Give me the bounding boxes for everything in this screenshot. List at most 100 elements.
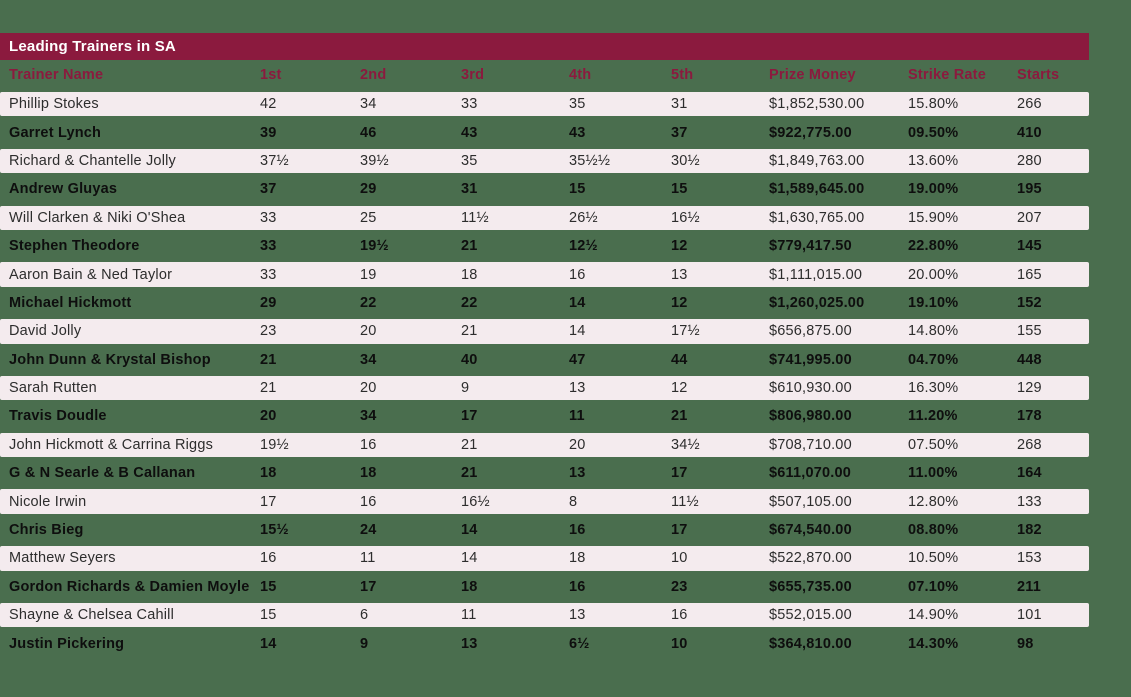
cell-third: 17 [461,408,478,425]
cell-prize-money: $656,875.00 [769,323,852,340]
cell-trainer-name: John Hickmott & Carrina Riggs [9,436,214,453]
cell-second: 16 [360,493,377,510]
cell-trainer-name: Richard & Chantelle Jolly [9,152,176,169]
cell-starts: 268 [1017,436,1042,453]
cell-fifth: 23 [671,578,688,595]
cell-third: 13 [461,635,478,652]
cell-fourth: 13 [569,607,586,624]
cell-fourth: 47 [569,351,586,368]
cell-trainer-name: David Jolly [9,323,82,340]
cell-strike-rate: 08.80% [908,522,959,539]
cell-second: 6 [360,607,369,624]
leading-trainers-table: Leading Trainers in SA Trainer Name 1st 2n… [0,33,1089,658]
cell-third: 18 [461,578,478,595]
cell-third: 21 [461,323,478,340]
cell-strike-rate: 14.90% [908,607,959,624]
cell-prize-money: $610,930.00 [769,380,852,397]
cell-fifth: 11½ [671,493,699,510]
cell-starts: 182 [1017,522,1042,539]
cell-starts: 211 [1017,578,1041,595]
cell-second: 16 [360,436,377,453]
cell-fifth: 37 [671,124,688,141]
cell-starts: 98 [1017,635,1034,652]
header-row: Trainer Name 1st 2nd 3rd 4th 5th Prize Money St… [0,60,1089,90]
cell-strike-rate: 11.20% [908,408,958,425]
cell-second: 34 [360,96,377,113]
table-body: Phillip Stokes 42 34 33 35 31 $1,852,530.00 15.… [0,90,1089,658]
cell-fourth: 13 [569,380,586,397]
cell-third: 22 [461,294,478,311]
cell-trainer-name: Travis Doudle [9,408,107,425]
cell-prize-money: $779,417.50 [769,238,852,255]
cell-third: 14 [461,550,478,567]
column-header-prize-money: Prize Money [769,67,856,83]
cell-second: 34 [360,351,377,368]
cell-strike-rate: 07.10% [908,578,959,595]
cell-trainer-name: Stephen Theodore [9,238,140,255]
cell-third: 31 [461,181,478,198]
cell-starts: 129 [1017,380,1042,397]
cell-fourth: 20 [569,436,586,453]
table-row: Sarah Rutten 21 20 9 13 12 $610,930.00 16.30% 12… [0,374,1089,402]
cell-third: 11 [461,607,477,624]
cell-second: 39½ [360,152,389,169]
cell-starts: 266 [1017,96,1042,113]
cell-fourth: 16 [569,522,586,539]
cell-second: 17 [360,578,377,595]
cell-third: 43 [461,124,478,141]
cell-first: 15 [260,607,277,624]
cell-starts: 280 [1017,152,1042,169]
cell-trainer-name: G & N Searle & B Callanan [9,465,196,482]
column-header-fourth: 4th [569,67,592,83]
cell-first: 33 [260,209,277,226]
cell-trainer-name: Gordon Richards & Damien Moyle [9,578,250,595]
cell-prize-money: $507,105.00 [769,493,852,510]
cell-fourth: 35½½ [569,152,611,169]
cell-trainer-name: Andrew Gluyas [9,181,118,198]
cell-strike-rate: 09.50% [908,124,959,141]
cell-first: 37½ [260,152,289,169]
cell-fifth: 34½ [671,436,700,453]
cell-trainer-name: Aaron Bain & Ned Taylor [9,266,173,283]
table-row: Travis Doudle 20 34 17 11 21 $806,980.00 11.20%… [0,402,1089,430]
cell-starts: 145 [1017,238,1042,255]
cell-third: 21 [461,465,478,482]
table-row: Andrew Gluyas 37 29 31 15 15 $1,589,645.00 19.0… [0,175,1089,203]
cell-prize-money: $552,015.00 [769,607,852,624]
cell-starts: 448 [1017,351,1042,368]
cell-strike-rate: 22.80% [908,238,959,255]
cell-first: 14 [260,635,277,652]
cell-prize-money: $1,849,763.00 [769,152,865,169]
cell-prize-money: $364,810.00 [769,635,852,652]
cell-fourth: 13 [569,465,586,482]
cell-starts: 152 [1017,294,1042,311]
cell-fifth: 44 [671,351,688,368]
table-row: Richard & Chantelle Jolly 37½ 39½ 35 35½½ 30½… [0,147,1089,175]
table-row: Phillip Stokes 42 34 33 35 31 $1,852,530.00 15.… [0,90,1089,118]
cell-prize-money: $674,540.00 [769,522,852,539]
cell-fourth: 11 [569,408,585,425]
cell-fifth: 16 [671,607,688,624]
table-row: Justin Pickering 14 9 13 6½ 10 $364,810.00 14.3… [0,629,1089,657]
cell-third: 21 [461,436,478,453]
cell-strike-rate: 07.50% [908,436,959,453]
cell-prize-money: $611,070.00 [769,465,852,482]
cell-third: 16½ [461,493,490,510]
cell-third: 9 [461,380,470,397]
cell-fourth: 16 [569,578,586,595]
cell-first: 29 [260,294,277,311]
table-row: Will Clarken & Niki O'Shea 33 25 11½ 26½ 16½ $… [0,204,1089,232]
table-row: Garret Lynch 39 46 43 43 37 $922,775.00 09.50% 4… [0,118,1089,146]
cell-strike-rate: 10.50% [908,550,959,567]
cell-first: 21 [260,380,277,397]
cell-trainer-name: Michael Hickmott [9,294,132,311]
cell-third: 21 [461,238,478,255]
cell-third: 33 [461,96,478,113]
cell-first: 20 [260,408,277,425]
cell-starts: 165 [1017,266,1042,283]
table-title: Leading Trainers in SA [0,33,1089,60]
cell-first: 18 [260,465,277,482]
cell-fifth: 13 [671,266,688,283]
table-row: Shayne & Chelsea Cahill 15 6 11 13 16 $552,015… [0,601,1089,629]
column-header-strike-rate: Strike Rate [908,67,986,83]
